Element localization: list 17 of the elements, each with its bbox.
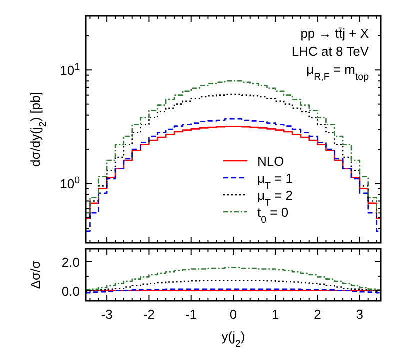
x-tick-label: -2 — [143, 307, 155, 322]
y-tick-label: 2.0 — [62, 255, 80, 270]
x-axis-title: y(j$_{2}$) — [222, 329, 246, 350]
annotation: pp → tt̄j + X — [300, 26, 370, 41]
annotation: μ$_{R,F}$ = m$_{top}$ — [306, 62, 370, 82]
y-axis-title: Δσ/σ — [28, 260, 43, 290]
y-tick-label: 0.0 — [62, 284, 80, 299]
annotation: LHC at 8 TeV — [292, 44, 370, 59]
x-tick-label: 3 — [356, 307, 364, 322]
x-tick-label: -3 — [101, 307, 113, 322]
x-tick-label: 0 — [230, 307, 238, 322]
y-tick-label: 10$^{0}$ — [60, 175, 81, 192]
x-tick-label: 1 — [272, 307, 280, 322]
x-tick-label: 2 — [314, 307, 322, 322]
x-tick-label: -1 — [186, 307, 198, 322]
legend-label: NLO — [258, 154, 284, 169]
y-tick-label: 10$^{1}$ — [60, 62, 80, 78]
